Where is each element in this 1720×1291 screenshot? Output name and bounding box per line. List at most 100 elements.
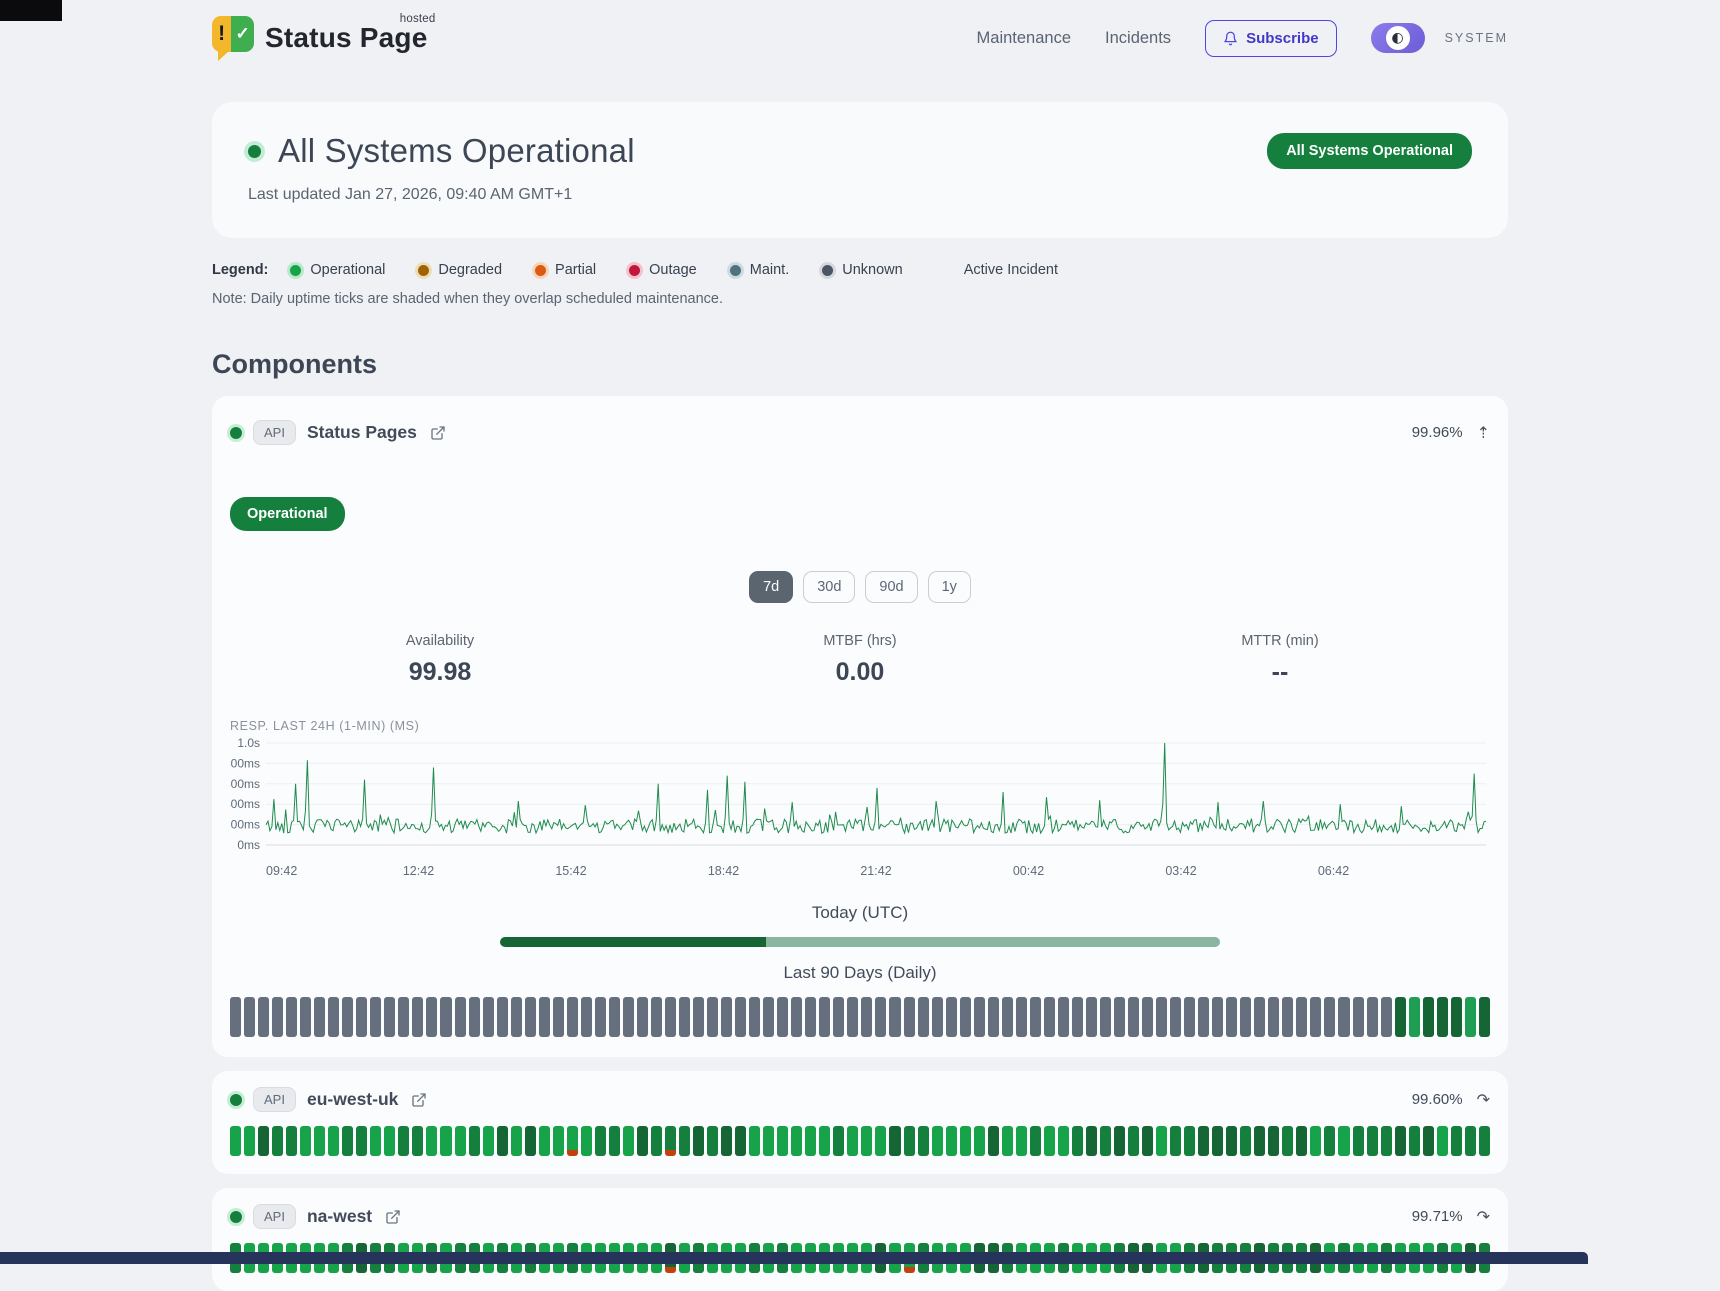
collapse-icon[interactable]: ⇡ [1476, 423, 1490, 442]
uptime-tick [1001, 997, 1013, 1037]
uptime-tick [1478, 1126, 1490, 1156]
uptime-tick [398, 997, 410, 1037]
legend-dot [290, 264, 302, 276]
range-button-7d[interactable]: 7d [749, 571, 794, 603]
uptime-tick [833, 997, 845, 1037]
legend-item-unknown: Unknown [822, 262, 903, 278]
stat-label: MTTR (min) [1241, 633, 1319, 649]
external-link-icon[interactable] [385, 1209, 401, 1225]
uptime-tick [1142, 1126, 1154, 1156]
component-status-dot [230, 1210, 242, 1223]
legend-item-maint: Maint. [729, 262, 789, 278]
uptime-tick [959, 1126, 971, 1156]
component-card-status-pages: API Status Pages 99.96% ⇡ Operational 7d… [212, 396, 1508, 1057]
uptime-tick [1464, 1126, 1476, 1156]
uptime-tick [426, 997, 438, 1037]
nav-link-maintenance[interactable]: Maintenance [976, 28, 1072, 47]
uptime-tick [1366, 1126, 1378, 1156]
uptime-tick [721, 997, 733, 1037]
expand-icon[interactable]: ↷ [1476, 1090, 1490, 1109]
uptime-tick [1170, 1126, 1182, 1156]
legend-label: Legend: [212, 262, 269, 278]
expand-icon[interactable]: ↷ [1476, 1207, 1490, 1226]
uptime-tick [987, 997, 999, 1037]
uptime-tick [1001, 1126, 1013, 1156]
uptime-tick [1128, 997, 1140, 1037]
uptime-tick [1184, 1126, 1196, 1156]
external-link-icon[interactable] [430, 425, 446, 441]
legend-item-label: Unknown [842, 262, 903, 278]
legend-item-outage: Outage [629, 262, 697, 278]
svg-text:12:42: 12:42 [403, 864, 434, 878]
uptime-tick [875, 997, 887, 1037]
uptime-tick [1113, 1126, 1125, 1156]
uptime-tick [314, 1126, 326, 1156]
stat-availability: Availability 99.98 [230, 633, 650, 687]
uptime-tick [286, 1126, 298, 1156]
uptime-tick [735, 1126, 747, 1156]
nav-link-incidents[interactable]: Incidents [1105, 28, 1172, 47]
uptime-tick [889, 1126, 901, 1156]
uptime-tick [1113, 997, 1125, 1037]
uptime-tick [370, 997, 382, 1037]
uptime-tick [1408, 997, 1420, 1037]
svg-text:800ms: 800ms [230, 756, 260, 770]
logo-icon: ! ✓ [212, 16, 254, 61]
component-name-link[interactable]: eu-west-uk [306, 1089, 399, 1109]
uptime-tick [1422, 1126, 1434, 1156]
uptime-tick [1099, 997, 1111, 1037]
uptime-tick [1226, 1126, 1238, 1156]
uptime-tick [258, 1126, 270, 1156]
uptime-tick [314, 997, 326, 1037]
brand-name: Status Page hosted [265, 13, 436, 53]
uptime-tick [594, 1126, 606, 1156]
logo-exclaim-icon: ! [212, 16, 232, 52]
component-group-badge: API [253, 1087, 296, 1112]
uptime-tick [1085, 997, 1097, 1037]
uptime-tick [230, 997, 242, 1037]
logo[interactable]: ! ✓ Status Page hosted [212, 13, 436, 61]
uptime-tick [1071, 997, 1083, 1037]
uptime-tick [1071, 1126, 1083, 1156]
uptime-tick [300, 997, 312, 1037]
theme-toggle[interactable]: ◐ [1370, 23, 1425, 53]
stat-value: -- [1271, 658, 1289, 686]
uptime-tick [1324, 1126, 1336, 1156]
uptime-tick [1450, 1126, 1462, 1156]
uptime-tick [1436, 1126, 1448, 1156]
uptime-tick [636, 997, 648, 1037]
uptime-tick [664, 1126, 676, 1156]
uptime-tick [510, 1126, 522, 1156]
legend-item-label: Operational [310, 262, 386, 278]
uptime-tick [1240, 997, 1252, 1037]
contrast-icon: ◐ [1385, 26, 1410, 50]
legend-dot [418, 264, 430, 276]
svg-text:00:42: 00:42 [1013, 864, 1044, 878]
uptime-tick [1254, 1126, 1266, 1156]
component-name-link[interactable]: na-west [306, 1206, 373, 1226]
component-group-badge: API [253, 420, 296, 445]
component-card-na-west: API na-west 99.71% ↷ [212, 1188, 1508, 1291]
response-time-chart: 1.0s 800ms 600ms 400ms 200ms 0ms 09:42 12:42 15:… [230, 737, 1487, 878]
uptime-tick [1085, 1126, 1097, 1156]
uptime-tick [847, 1126, 859, 1156]
uptime-tick [1422, 997, 1434, 1037]
response-chart-block: RESP. LAST 24H (1-MIN) (MS) 1.0s 800ms 600… [230, 719, 1490, 887]
system-theme-label: SYSTEM [1444, 31, 1508, 45]
component-row: API na-west 99.71% ↷ [230, 1204, 1490, 1229]
component-name-link[interactable]: Status Pages [306, 422, 417, 442]
uptime-tick [1324, 997, 1336, 1037]
range-button-90d[interactable]: 90d [865, 571, 918, 603]
external-link-icon[interactable] [411, 1092, 427, 1108]
range-button-1y[interactable]: 1y [927, 571, 971, 603]
footer-strip [0, 1252, 1588, 1264]
range-button-30d[interactable]: 30d [803, 571, 856, 603]
brand-hosted-label: hosted [399, 13, 436, 25]
subscribe-button[interactable]: Subscribe [1205, 19, 1337, 57]
uptime-tick [679, 997, 691, 1037]
components-heading: Components [212, 349, 377, 379]
uptime-tick [1282, 1126, 1294, 1156]
uptime-tick [945, 997, 957, 1037]
uptime-tick [693, 997, 705, 1037]
stats-row: Availability 99.98 MTBF (hrs) 0.00 MTTR (min… [230, 633, 1490, 687]
